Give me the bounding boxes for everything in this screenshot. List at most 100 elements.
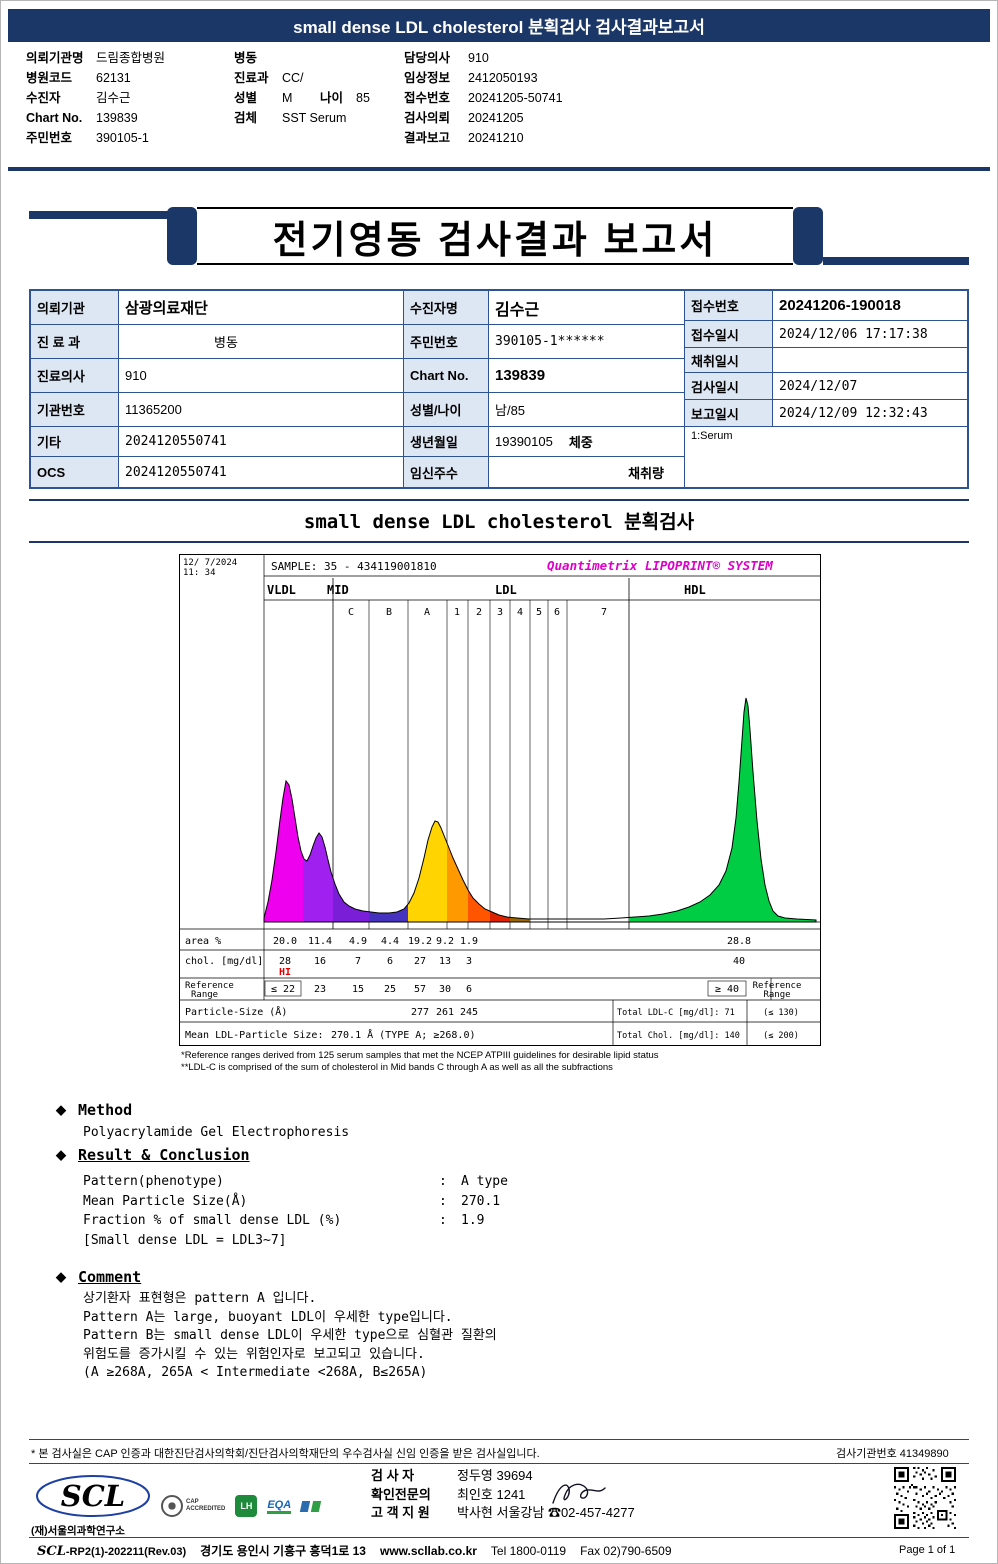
report-title-bar: small dense LDL cholesterol 분획검사 검사결과보고서	[8, 9, 990, 42]
lab-fax: Fax 02)790-6509	[580, 1544, 672, 1558]
area-midc: 11.4	[308, 936, 332, 947]
chart-sample-id: SAMPLE: 35 - 434119001810	[271, 560, 437, 573]
area-midb: 4.9	[349, 936, 367, 947]
cell-value: 910	[119, 359, 404, 393]
field-label: 병원코드	[26, 71, 73, 85]
field-row: Chart No. 139839	[26, 108, 231, 128]
verifier-label: 확인전문의	[371, 1486, 431, 1502]
ldl-band-2: 2	[476, 607, 482, 618]
row-label-mean-particle: Mean LDL-Particle Size:	[185, 1030, 323, 1041]
cell-label: 접수번호	[685, 291, 773, 321]
area-vldl: 20.0	[273, 936, 297, 947]
field-label: 나이	[320, 91, 344, 105]
lab-address: 경기도 용인시 기흥구 흥덕1로 13	[200, 1544, 366, 1558]
field-label: 의뢰기관명	[26, 51, 84, 65]
cell-label: 기타	[31, 427, 119, 457]
ref-ldl3: 6	[466, 984, 472, 995]
chol-midb: 7	[355, 956, 361, 967]
flags-badge	[300, 1500, 322, 1512]
cell-label: 의뢰기관	[31, 291, 119, 325]
row-label-reference-2: Range	[191, 990, 218, 1000]
flag-icon-blue	[300, 1500, 311, 1512]
cell-label: 보고일시	[685, 400, 773, 427]
colon: :	[439, 1174, 447, 1189]
lab-tel: Tel 1800-0119	[490, 1544, 567, 1558]
scl-logo: SCL	[36, 1475, 150, 1517]
patient-info-col1: 의뢰기관명 드림종합병원 병원코드 62131 수진자 김수근 Chart No. 13…	[26, 48, 231, 148]
chol-ldl3: 3	[466, 956, 472, 967]
doc-number-rest: -RP2(1)-202211(Rev.03)	[65, 1546, 187, 1558]
chart-date: 12/ 7/2024	[183, 558, 237, 568]
chol-ldl1: 27	[414, 956, 426, 967]
cap-badge-line2: ACCREDITED	[186, 1506, 226, 1512]
ldl-band-5: 5	[536, 607, 542, 618]
examiner-label: 검 사 자	[371, 1468, 415, 1483]
cell-label: 진 료 과	[31, 325, 119, 359]
field-row: 의뢰기관명 드림종합병원	[26, 48, 231, 68]
cap-badge-text: CAP ACCREDITED	[186, 1499, 225, 1513]
diamond-bullet-icon: ◆	[56, 1269, 66, 1284]
chol-mida: 6	[387, 956, 393, 967]
row-label-chol: chol. [mg/dl]	[185, 956, 263, 967]
field-value: 85	[356, 91, 370, 105]
banner-decor-bar-left	[29, 211, 179, 219]
lipoprint-chart: 12/ 7/2024 11: 34 SAMPLE: 35 - 434119001…	[179, 554, 821, 1046]
order-table-left: 의뢰기관 삼광의료재단 수진자명 김수근 진 료 과 병동 주민번호 39010…	[31, 291, 685, 487]
ldl-band-1: 1	[454, 607, 460, 618]
row-label-particle-size: Particle-Size (Å)	[185, 1005, 287, 1018]
total-ldl-c-ref: (≤ 130)	[763, 1008, 799, 1018]
chol-hdl: 40	[733, 956, 745, 967]
cell-value: 11365200	[119, 393, 404, 427]
cell-value: 139839	[489, 359, 685, 393]
field-label: 주민번호	[26, 131, 73, 145]
ldl-band-7: 7	[601, 607, 607, 618]
field-label: 병동	[234, 51, 258, 65]
method-heading-text: Method	[78, 1101, 133, 1119]
result-row: Fraction % of small dense LDL (%):1.9	[83, 1211, 683, 1231]
comment-line: (A ≥268A, 265A < Intermediate <268A, B≤2…	[83, 1365, 428, 1380]
doc-scl-mark: SCL	[37, 1544, 66, 1559]
field-value: 139839	[96, 111, 138, 125]
report-title: small dense LDL cholesterol 분획검사 검사결과보고서	[293, 18, 705, 37]
banner-decor-block-left	[167, 207, 197, 265]
lab-org-number: 검사기관번호 41349890	[836, 1448, 949, 1460]
field-label: 수진자	[26, 91, 61, 105]
sample-amount-label: 채취량	[628, 465, 664, 481]
band-group-mid: MID	[327, 583, 349, 597]
comment-heading: ◆ Comment	[56, 1268, 141, 1286]
doc-number: SCL-RP2(1)-202211(Rev.03)	[37, 1544, 186, 1559]
total-ldl-c: Total LDL-C [mg/dl]: 71	[617, 1008, 735, 1018]
mean-particle-value: 270.1 Å (TYPE A; ≥268.0)	[331, 1028, 476, 1041]
band-separators	[368, 600, 568, 929]
cell-value: 남/85	[489, 393, 685, 427]
cell-label: 채취일시	[685, 348, 773, 373]
colon: :	[439, 1193, 447, 1209]
row-label-reference-right-2: Range	[763, 990, 790, 1000]
method-body: Polyacrylamide Gel Electrophoresis	[83, 1125, 350, 1140]
result-label: Mean Particle Size(Å)	[83, 1193, 248, 1209]
lab-website: www.scllab.co.kr	[379, 1544, 477, 1558]
area-ldl3: 1.9	[460, 936, 478, 947]
comment-line: Pattern A는 large, buoyant LDL이 우세한 type입…	[83, 1309, 453, 1325]
cell-label: OCS	[31, 457, 119, 487]
cap-logo-icon	[161, 1495, 183, 1517]
order-info-table: 의뢰기관 삼광의료재단 수진자명 김수근 진 료 과 병동 주민번호 39010…	[29, 289, 969, 489]
cap-accredited-badge: CAP ACCREDITED	[161, 1495, 225, 1517]
field-label: Chart No.	[26, 111, 83, 125]
support-label: 고 객 지 원	[371, 1505, 430, 1520]
footer-address-line: SCL-RP2(1)-202211(Rev.03) 경기도 용인시 기흥구 흥덕…	[37, 1542, 672, 1559]
field-label: 접수번호	[404, 91, 451, 105]
cell-value: 2024/12/07	[773, 373, 969, 400]
header-divider	[8, 167, 990, 171]
field-row: 접수번호 20241205-50741	[404, 88, 684, 108]
band-group-hdl: HDL	[684, 583, 706, 597]
verifier-signature	[552, 1483, 606, 1504]
cell-label: 성별/나이	[404, 393, 489, 427]
ldl-band-6: 6	[554, 607, 560, 618]
field-label: 진료과	[234, 71, 269, 85]
banner-decor-block-right	[793, 207, 823, 265]
certification-statement: * 본 검사실은 CAP 인증과 대한진단검사의학회/진단검사의학재단의 우수검…	[31, 1448, 540, 1460]
field-label: 담당의사	[404, 51, 451, 65]
field-label: 임상정보	[404, 71, 451, 85]
field-value: SST Serum	[282, 111, 347, 125]
